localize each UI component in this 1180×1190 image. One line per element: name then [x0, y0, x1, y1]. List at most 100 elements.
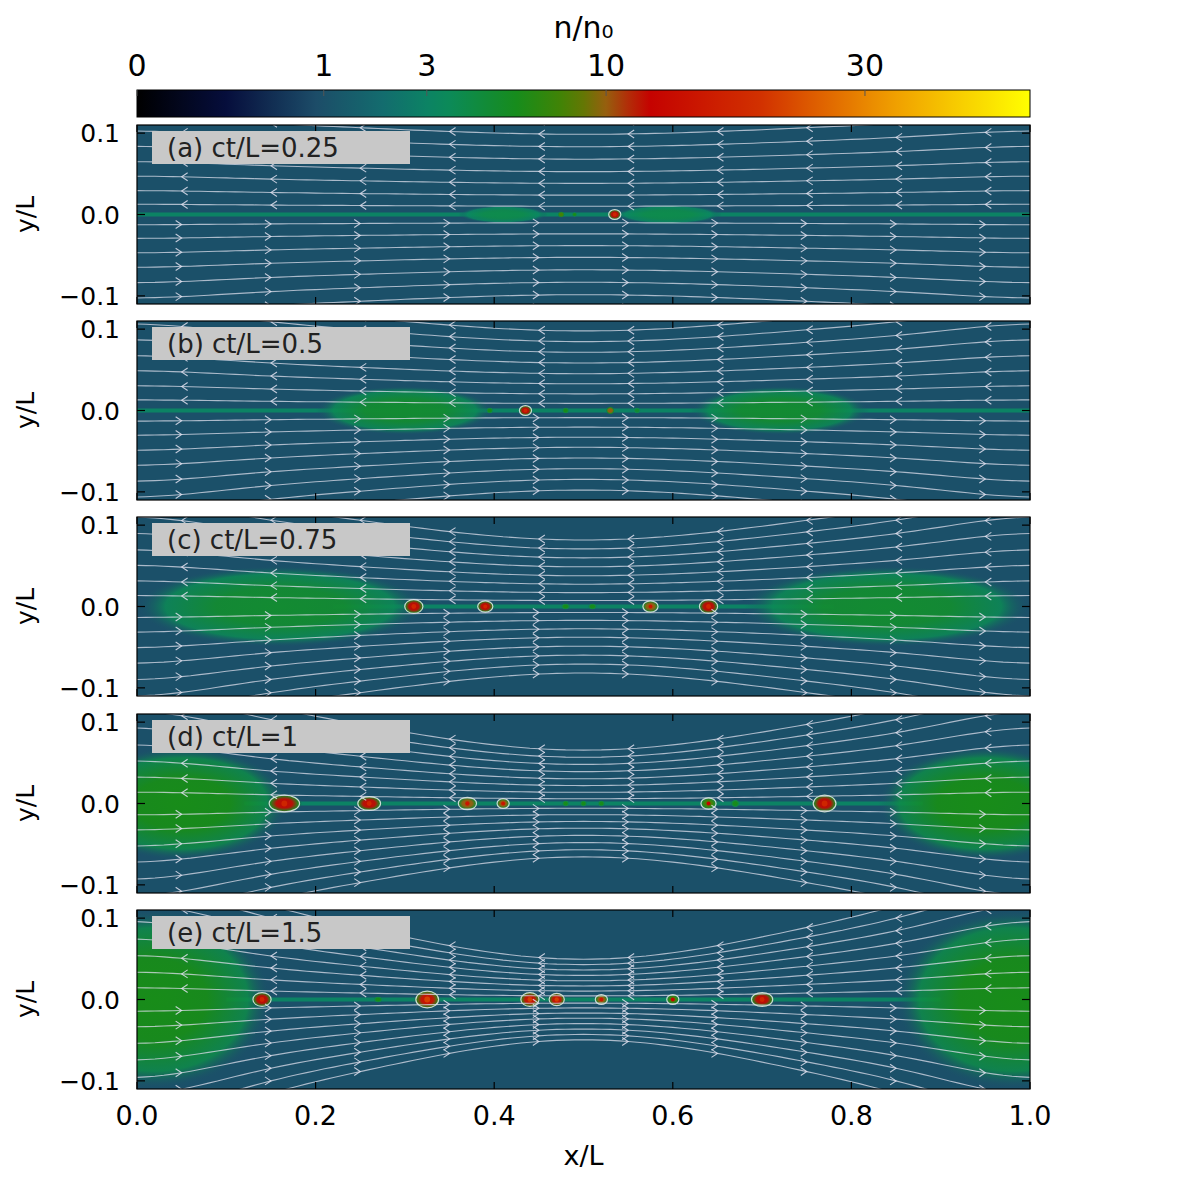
y-tick-label: −0.1 [59, 478, 120, 507]
field-arrow [622, 423, 628, 431]
field-arrow [444, 231, 450, 239]
field-arrow [450, 538, 456, 546]
field-arrow [360, 783, 366, 791]
field-arrow [890, 468, 896, 476]
field-arrow [176, 1069, 182, 1077]
y-tick [137, 606, 145, 607]
panel-label-box [152, 523, 410, 556]
field-arrow [801, 826, 807, 834]
field-arrow [896, 543, 902, 551]
field-line [137, 565, 1030, 584]
field-arrow [354, 621, 360, 629]
x-tick [851, 714, 852, 721]
field-arrow [182, 759, 188, 767]
x-tick [851, 910, 852, 917]
y-tick [137, 918, 145, 919]
field-arrow [354, 426, 360, 434]
field-arrow [890, 611, 896, 619]
field-arrow [533, 254, 539, 262]
field-arrow [628, 745, 634, 753]
field-arrow [539, 767, 545, 775]
field-arrow [807, 398, 813, 406]
field-arrow [979, 642, 985, 650]
y-tick-label: 0.0 [80, 201, 120, 230]
field-line [137, 714, 1030, 757]
field-arrow [354, 438, 360, 446]
field-arrow [450, 153, 456, 161]
field-arrow [176, 445, 182, 453]
field-arrow [979, 248, 985, 256]
field-arrow [628, 130, 634, 138]
field-arrow [444, 657, 450, 665]
field-arrow [801, 1011, 807, 1019]
field-arrow [182, 383, 188, 391]
field-arrow [354, 666, 360, 674]
field-arrow [717, 344, 723, 352]
field-arrow [985, 744, 991, 752]
field-arrow [622, 254, 628, 262]
field-arrow [896, 517, 902, 524]
field-arrow [979, 1069, 985, 1077]
field-arrow [896, 556, 902, 564]
y-tick-label: 0.0 [80, 790, 120, 819]
field-line [137, 270, 1030, 283]
field-line [137, 517, 1030, 558]
field-arrow [354, 654, 360, 662]
field-arrow [807, 125, 813, 132]
field-arrow [896, 175, 902, 183]
field-arrow [539, 337, 545, 345]
field-arrow [717, 568, 723, 576]
field-line [137, 815, 1030, 830]
field-arrow [711, 243, 717, 251]
field-arrow [265, 832, 271, 840]
field-arrow [807, 326, 813, 334]
field-line [137, 176, 1030, 183]
field-arrow [801, 857, 807, 865]
field-arrow [533, 279, 539, 287]
plot-frame [137, 321, 1030, 500]
field-arrow [717, 140, 723, 148]
x-tick [315, 1082, 316, 1089]
y-axis-title: y/L [11, 588, 40, 625]
field-arrow [985, 128, 991, 136]
field-arrow [985, 922, 991, 930]
x-tick [851, 493, 852, 500]
y-tick-label: 0.0 [80, 593, 120, 622]
field-arrow [354, 270, 360, 278]
field-arrow [985, 592, 991, 600]
field-arrow [444, 1042, 450, 1050]
field-arrow [622, 661, 628, 669]
field-arrow [622, 643, 628, 651]
field-arrow [444, 677, 450, 685]
field-arrow [360, 773, 366, 781]
field-arrow [985, 517, 991, 525]
field-loop [497, 799, 509, 809]
field-arrow [622, 487, 628, 495]
x-tick [1029, 517, 1030, 524]
field-arrow [985, 143, 991, 151]
field-arrow [539, 781, 545, 789]
plasmoid-core [706, 604, 711, 609]
plasmoid [878, 747, 1030, 861]
field-arrow [354, 847, 360, 855]
y-tick [137, 999, 145, 1000]
panel-label-box [152, 720, 410, 753]
field-arrow [628, 544, 634, 552]
figure-svg: 0131030n/n₀−0.10.00.1y/L(a) ct/L=0.25−0.… [0, 0, 1180, 1190]
field-arrow [717, 548, 723, 556]
field-arrow [985, 368, 991, 376]
field-arrow [265, 636, 271, 644]
y-tick [1022, 803, 1030, 804]
x-tick [1029, 125, 1030, 132]
field-arrow [533, 242, 539, 250]
field-arrow [896, 397, 902, 405]
field-arrow [807, 202, 813, 210]
field-arrow [628, 571, 634, 579]
x-tick [1029, 321, 1030, 328]
x-tick [315, 297, 316, 304]
field-arrow [450, 321, 456, 329]
field-arrow [622, 219, 628, 227]
field-arrow [717, 190, 723, 198]
field-arrow [979, 688, 985, 696]
field-arrow [271, 767, 277, 775]
